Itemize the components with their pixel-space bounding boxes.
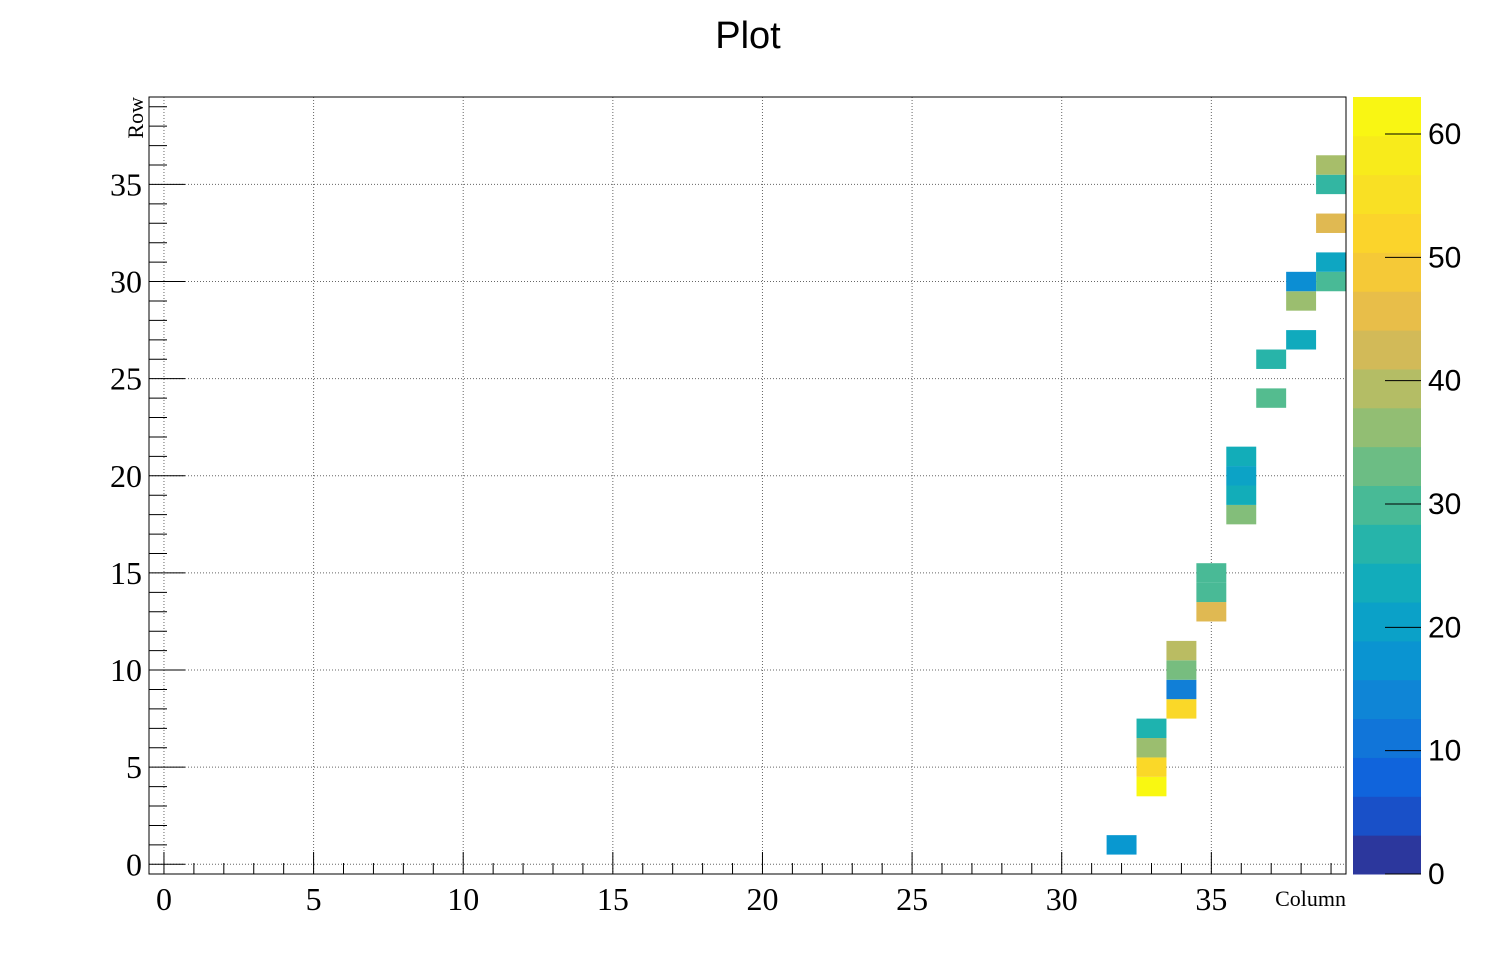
heatmap-cell [1136, 718, 1167, 739]
colorbar-tick-label: 0 [1428, 858, 1445, 891]
heatmap-cell [1196, 602, 1227, 622]
y-tick-label: 20 [110, 458, 142, 494]
colorbar-band [1353, 563, 1421, 603]
heatmap-cell [1166, 679, 1197, 700]
heatmap-cell [1316, 252, 1346, 272]
heatmap-cell [1196, 563, 1227, 583]
x-tick-label: 15 [597, 881, 629, 917]
colorbar-tick-label: 20 [1428, 611, 1461, 644]
y-tick-label: 30 [110, 264, 142, 300]
heatmap-cell [1286, 330, 1317, 350]
heatmap-cell [1196, 582, 1227, 603]
y-tick-label: 35 [110, 166, 142, 202]
x-tick-label: 5 [306, 881, 322, 917]
colorbar-band [1353, 291, 1421, 331]
heatmap-cell [1316, 155, 1346, 175]
colorbar-band [1353, 640, 1421, 681]
colorbar-band [1353, 252, 1421, 292]
colorbar-tick-label: 30 [1428, 488, 1461, 521]
heatmap-cell [1166, 660, 1197, 680]
x-tick-label: 0 [156, 881, 172, 917]
heatmap-cell [1166, 640, 1197, 661]
heatmap-cell [1256, 388, 1287, 408]
plot-frame [148, 96, 1347, 875]
colorbar-band [1353, 368, 1421, 409]
colorbar-band [1353, 97, 1421, 137]
x-tick-label: 30 [1046, 881, 1078, 917]
axes: 0 5 10 15 20 25 30 35 0 5 10 15 20 25 30 35 [110, 106, 1332, 917]
colorbar-band [1353, 174, 1421, 215]
x-axis-label: Column [1275, 886, 1346, 911]
y-tick-label: 15 [110, 555, 142, 591]
colorbar-band [1353, 330, 1421, 370]
x-tick-label: 35 [1195, 881, 1227, 917]
y-tick-label: 25 [110, 361, 142, 397]
colorbar-band [1353, 718, 1421, 758]
heatmap-cell [1286, 271, 1317, 292]
colorbar-band [1353, 135, 1421, 176]
chart-title: Plot [715, 15, 781, 57]
colorbar-tick-label: 50 [1428, 241, 1461, 274]
x-tick-label: 25 [896, 881, 928, 917]
y-axis-label: Row [123, 97, 148, 139]
heatmap-cell [1136, 757, 1167, 777]
colorbar-band [1353, 213, 1421, 253]
colorbar-tick-label: 40 [1428, 365, 1461, 398]
grid-lines [149, 97, 1346, 874]
colorbar-tick-label: 60 [1428, 118, 1461, 151]
heatmap-cell [1316, 271, 1346, 292]
x-tick-label: 10 [447, 881, 479, 917]
heatmap-cell [1226, 504, 1257, 525]
colorbar-band [1353, 796, 1421, 836]
y-tick-label: 10 [110, 652, 142, 688]
heatmap-cell [1226, 446, 1257, 467]
heatmap-cell [1226, 485, 1257, 505]
heatmap-cell [1286, 291, 1317, 311]
colorbar-band [1353, 757, 1421, 797]
heatmap-cells [1106, 155, 1346, 855]
colorbar-band [1353, 524, 1421, 564]
colorbar: 0 10 20 30 40 50 60 [1353, 97, 1461, 891]
heatmap-cell [1106, 835, 1137, 855]
heatmap-cell [1256, 349, 1287, 369]
heatmap-cell [1316, 213, 1346, 233]
colorbar-band [1353, 446, 1421, 486]
colorbar-band [1353, 602, 1421, 642]
heatmap-cell [1166, 699, 1197, 719]
y-tick-label: 0 [126, 846, 142, 882]
heatmap-cell [1136, 738, 1167, 758]
colorbar-band [1353, 679, 1421, 720]
heatmap-cell [1316, 174, 1346, 195]
colorbar-band [1353, 407, 1421, 448]
x-tick-label: 20 [746, 881, 778, 917]
y-tick-label: 5 [126, 749, 142, 785]
heatmap-cell [1136, 776, 1167, 797]
colorbar-band [1353, 485, 1421, 525]
heatmap-cell [1226, 466, 1257, 486]
colorbar-tick-label: 10 [1428, 735, 1461, 768]
colorbar-band [1353, 835, 1421, 875]
